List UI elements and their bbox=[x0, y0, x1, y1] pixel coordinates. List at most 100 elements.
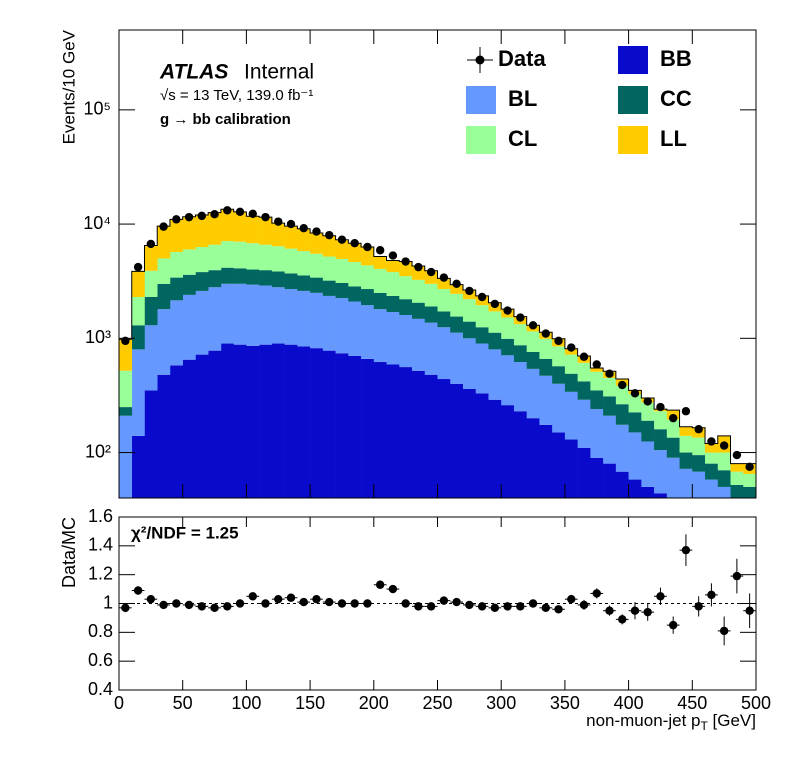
bar-segment bbox=[169, 365, 183, 498]
ratio-point bbox=[592, 589, 601, 598]
bar-segment bbox=[424, 322, 438, 375]
bar-segment bbox=[488, 399, 502, 498]
data-point bbox=[363, 242, 372, 252]
bar-segment bbox=[552, 383, 566, 433]
y-tick-label: 1.4 bbox=[88, 535, 113, 555]
data-point bbox=[159, 222, 168, 231]
bar-segment bbox=[526, 368, 540, 419]
bar-segment bbox=[284, 226, 298, 249]
bar-segment bbox=[730, 463, 744, 472]
bar-segment bbox=[310, 253, 324, 278]
data-point bbox=[401, 257, 410, 266]
bar-segment bbox=[577, 381, 591, 400]
bar-segment bbox=[208, 270, 222, 288]
bar-segment bbox=[666, 437, 680, 458]
bar-segment bbox=[679, 426, 693, 436]
bar-segment bbox=[437, 379, 451, 498]
bar-segment bbox=[628, 412, 642, 433]
data-point bbox=[197, 211, 207, 221]
bar-segment bbox=[220, 241, 234, 268]
bar-segment bbox=[692, 455, 706, 472]
data-point bbox=[299, 224, 308, 233]
data-point bbox=[172, 215, 181, 224]
bar-segment bbox=[322, 295, 336, 351]
bar-segment bbox=[335, 298, 349, 354]
bar-segment bbox=[182, 216, 196, 250]
bar-segment bbox=[157, 309, 171, 375]
ratio-area bbox=[119, 534, 756, 646]
legend-label: CL bbox=[508, 126, 537, 151]
bar-segment bbox=[513, 345, 527, 363]
data-point bbox=[567, 343, 576, 352]
bar-segment bbox=[399, 314, 413, 368]
bar-segment bbox=[119, 339, 133, 371]
ratio-point bbox=[605, 606, 614, 615]
bar-segment bbox=[564, 373, 578, 392]
ratio-point bbox=[210, 603, 219, 613]
bar-segment bbox=[577, 447, 591, 498]
bar-segment bbox=[169, 300, 183, 366]
bar-segment bbox=[182, 359, 196, 498]
ratio-point bbox=[656, 592, 665, 601]
data-point bbox=[274, 217, 283, 226]
annotation: g → bb calibration bbox=[160, 111, 291, 128]
ratio-point bbox=[172, 599, 181, 608]
y-tick-label: 10⁵ bbox=[84, 99, 111, 119]
bar-segment bbox=[679, 435, 693, 453]
bar-segment bbox=[246, 345, 260, 498]
bar-segment bbox=[386, 260, 400, 273]
ratio-point bbox=[299, 597, 308, 607]
ratio-point bbox=[630, 606, 640, 615]
data-point bbox=[439, 273, 449, 282]
bar-segment bbox=[437, 289, 451, 312]
legend-swatch bbox=[466, 126, 496, 154]
bar-segment bbox=[361, 358, 375, 498]
bar-segment bbox=[705, 452, 719, 464]
bar-segment bbox=[590, 409, 604, 458]
top-frame bbox=[118, 29, 757, 499]
bar-segment bbox=[603, 377, 617, 397]
bar-segment bbox=[348, 262, 362, 287]
bar-segment bbox=[335, 239, 349, 259]
bar-segment bbox=[475, 305, 489, 328]
ratio-point bbox=[426, 602, 436, 611]
bar-segment bbox=[539, 358, 553, 376]
bar-segment bbox=[322, 235, 336, 257]
bar-segment bbox=[373, 256, 387, 269]
ratio-point bbox=[745, 606, 754, 615]
ratio-point bbox=[668, 620, 678, 630]
ratio-point bbox=[286, 593, 296, 602]
bar-segment bbox=[361, 305, 375, 359]
bar-segment bbox=[157, 283, 171, 310]
ratio-point bbox=[439, 596, 449, 605]
y-tick-label: 1.6 bbox=[88, 506, 113, 526]
ratio-point bbox=[719, 626, 729, 636]
bar-segment bbox=[182, 249, 196, 275]
data-point bbox=[630, 389, 640, 398]
bar-segment bbox=[182, 274, 196, 295]
y-tick-label: 10³ bbox=[85, 327, 111, 347]
bar-segment bbox=[437, 278, 451, 290]
bar-segment bbox=[373, 309, 387, 363]
bar-segment bbox=[233, 241, 247, 269]
bar-segment bbox=[717, 486, 731, 498]
ratio-point bbox=[325, 597, 334, 607]
bar-segment bbox=[233, 211, 247, 242]
bar-segment bbox=[692, 437, 706, 456]
bar-segment bbox=[348, 356, 362, 498]
data-point bbox=[605, 369, 614, 378]
bar-segment bbox=[705, 479, 719, 498]
bar-segment bbox=[654, 429, 668, 451]
bar-segment bbox=[590, 390, 604, 410]
y-tick-label: 1 bbox=[103, 592, 113, 612]
bar-segment bbox=[590, 367, 604, 372]
bar-segment bbox=[564, 391, 578, 440]
bar-segment bbox=[246, 216, 260, 244]
ratio-point bbox=[261, 599, 270, 608]
bar-segment bbox=[144, 270, 158, 297]
legend-label: CC bbox=[660, 86, 692, 111]
bar-segment bbox=[233, 344, 247, 498]
bar-segment bbox=[603, 396, 617, 416]
bar-segment bbox=[246, 269, 260, 285]
